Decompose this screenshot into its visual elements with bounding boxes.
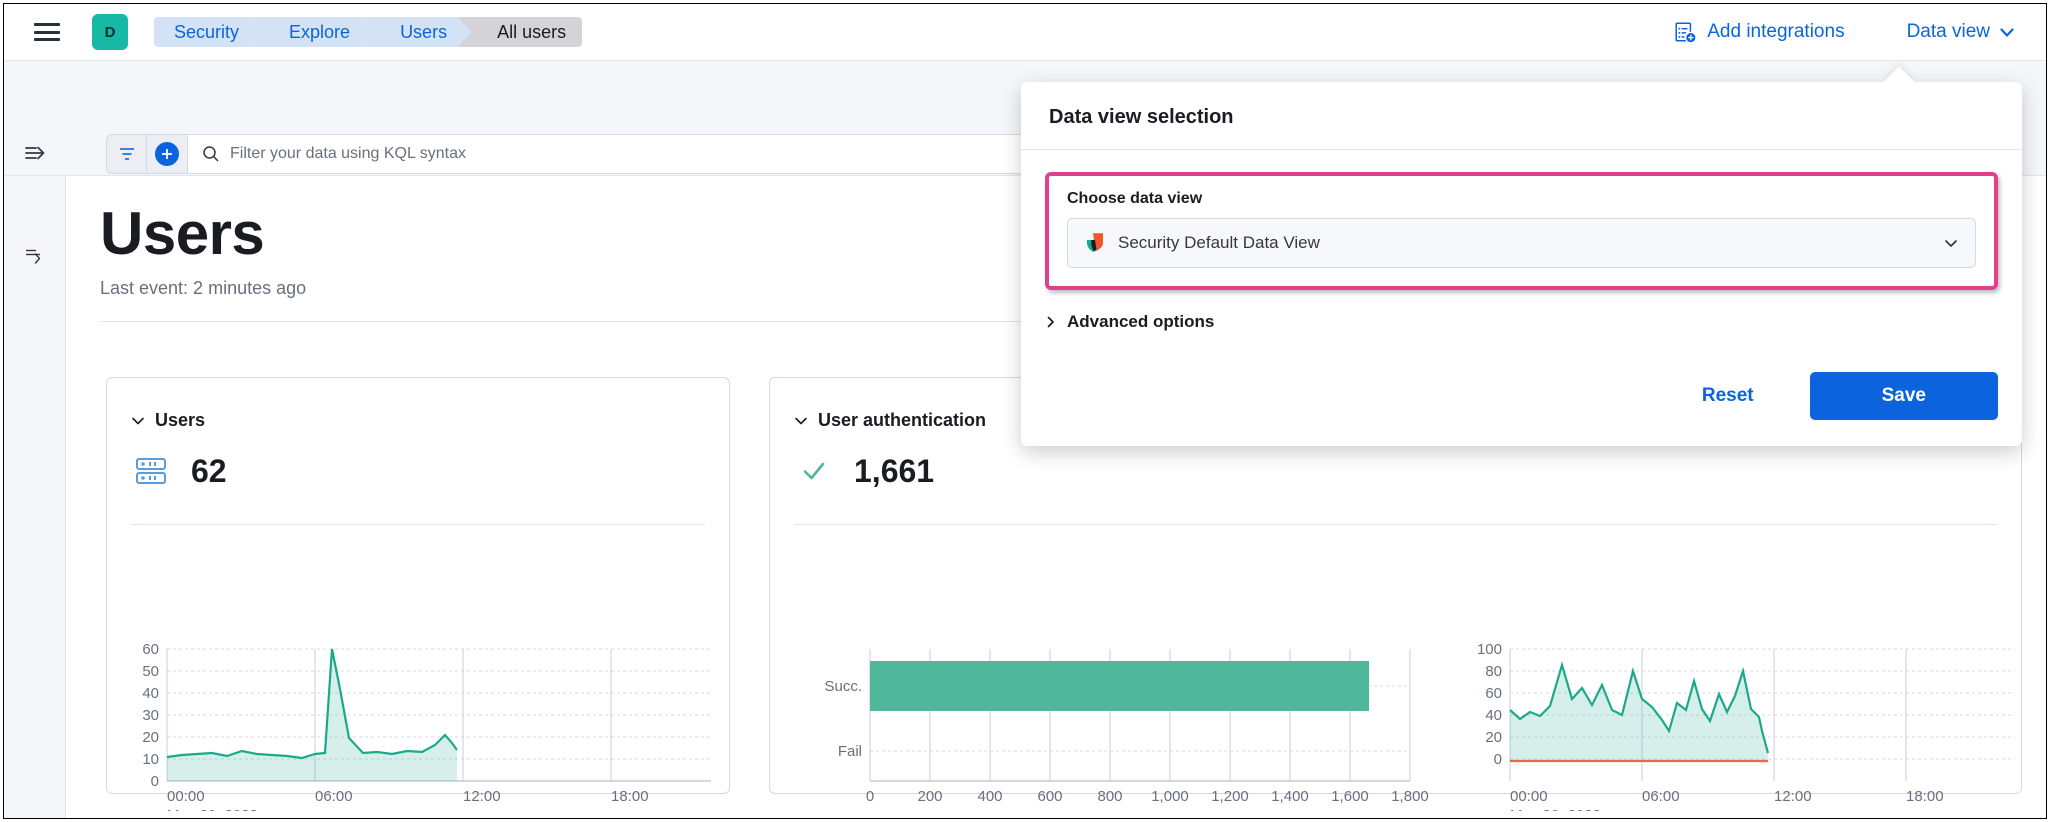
- svg-text:May 20, 2023: May 20, 2023: [1510, 807, 1601, 811]
- svg-text:0: 0: [151, 773, 159, 790]
- svg-text:06:00: 06:00: [315, 788, 353, 805]
- svg-text:40: 40: [1485, 707, 1502, 724]
- svg-text:12:00: 12:00: [463, 788, 501, 805]
- svg-text:10: 10: [142, 751, 159, 768]
- svg-text:100: 100: [1477, 641, 1502, 658]
- svg-text:50: 50: [142, 663, 159, 680]
- svg-text:60: 60: [142, 641, 159, 658]
- svg-text:80: 80: [1485, 663, 1502, 680]
- svg-text:Fail: Fail: [838, 743, 862, 760]
- svg-text:18:00: 18:00: [611, 788, 649, 805]
- svg-text:40: 40: [142, 685, 159, 702]
- svg-text:1,600: 1,600: [1331, 788, 1369, 805]
- svg-text:0: 0: [866, 788, 874, 805]
- svg-text:Succ.: Succ.: [824, 678, 862, 695]
- svg-text:800: 800: [1097, 788, 1122, 805]
- svg-text:30: 30: [142, 707, 159, 724]
- svg-text:06:00: 06:00: [1642, 788, 1680, 805]
- svg-text:1,400: 1,400: [1271, 788, 1309, 805]
- svg-text:1,000: 1,000: [1151, 788, 1189, 805]
- svg-text:1,200: 1,200: [1211, 788, 1249, 805]
- svg-text:60: 60: [1485, 685, 1502, 702]
- svg-text:1,800: 1,800: [1391, 788, 1429, 805]
- svg-text:00:00: 00:00: [167, 788, 205, 805]
- svg-text:20: 20: [1485, 729, 1502, 746]
- svg-text:00:00: 00:00: [1510, 788, 1548, 805]
- svg-text:200: 200: [917, 788, 942, 805]
- svg-text:20: 20: [142, 729, 159, 746]
- svg-text:May 20, 2023: May 20, 2023: [167, 807, 258, 811]
- svg-text:400: 400: [977, 788, 1002, 805]
- svg-text:18:00: 18:00: [1906, 788, 1944, 805]
- svg-text:12:00: 12:00: [1774, 788, 1812, 805]
- svg-text:600: 600: [1037, 788, 1062, 805]
- svg-text:0: 0: [1494, 751, 1502, 768]
